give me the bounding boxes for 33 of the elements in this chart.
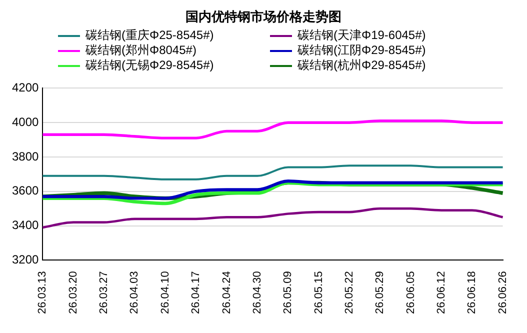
legend-label: 碳结钢(重庆Φ25-8545#)	[86, 28, 214, 43]
x-tick-label: 26.06.18	[466, 271, 478, 314]
x-tick-label: 26.06.12	[435, 271, 448, 314]
x-tick-label: 26.03.20	[67, 271, 80, 314]
legend-label: 碳结钢(无锡Φ29-8545#)	[86, 58, 214, 73]
legend-label: 碳结钢(杭州Φ29-8545#)	[298, 58, 426, 73]
x-tick-label: 26.03.27	[98, 271, 110, 314]
line-series	[42, 207, 504, 229]
x-tick-label: 26.04.30	[251, 271, 264, 314]
y-tick-label: 3800	[12, 149, 40, 164]
x-tick-label: 26.05.22	[343, 271, 356, 314]
x-tick-label: 26.03.13	[36, 271, 49, 314]
line-series	[42, 164, 504, 180]
legend-label: 碳结钢(郑州Φ8045#)	[86, 43, 196, 58]
x-tick-label: 26.05.15	[312, 271, 325, 314]
y-tick-label: 4000	[12, 114, 40, 129]
chart-title: 国内优特钢市场价格走势图	[184, 8, 342, 26]
x-tick-label: 26.05.29	[374, 271, 386, 314]
legend-label: 碳结钢(天津Φ19-6045#)	[298, 28, 426, 43]
y-tick-label: 4200	[12, 80, 40, 95]
x-tick-label: 26.04.17	[190, 271, 202, 314]
x-tick-label: 26.04.10	[159, 271, 172, 314]
y-tick-label: 3400	[12, 218, 40, 232]
line-series	[40, 181, 504, 206]
x-tick-label: 26.06.26	[496, 271, 509, 314]
x-tick-label: 26.06.05	[404, 271, 417, 314]
line-series	[41, 120, 504, 140]
y-tick-label: 3200	[12, 252, 40, 266]
x-tick-label: 26.05.09	[282, 271, 294, 314]
y-tick-label: 3600	[12, 184, 40, 198]
legend-label: 碳结钢(江阴Φ29-8545#)	[298, 43, 426, 58]
x-tick-label: 26.04.03	[128, 271, 141, 314]
x-tick-label: 26.04.24	[220, 271, 233, 314]
